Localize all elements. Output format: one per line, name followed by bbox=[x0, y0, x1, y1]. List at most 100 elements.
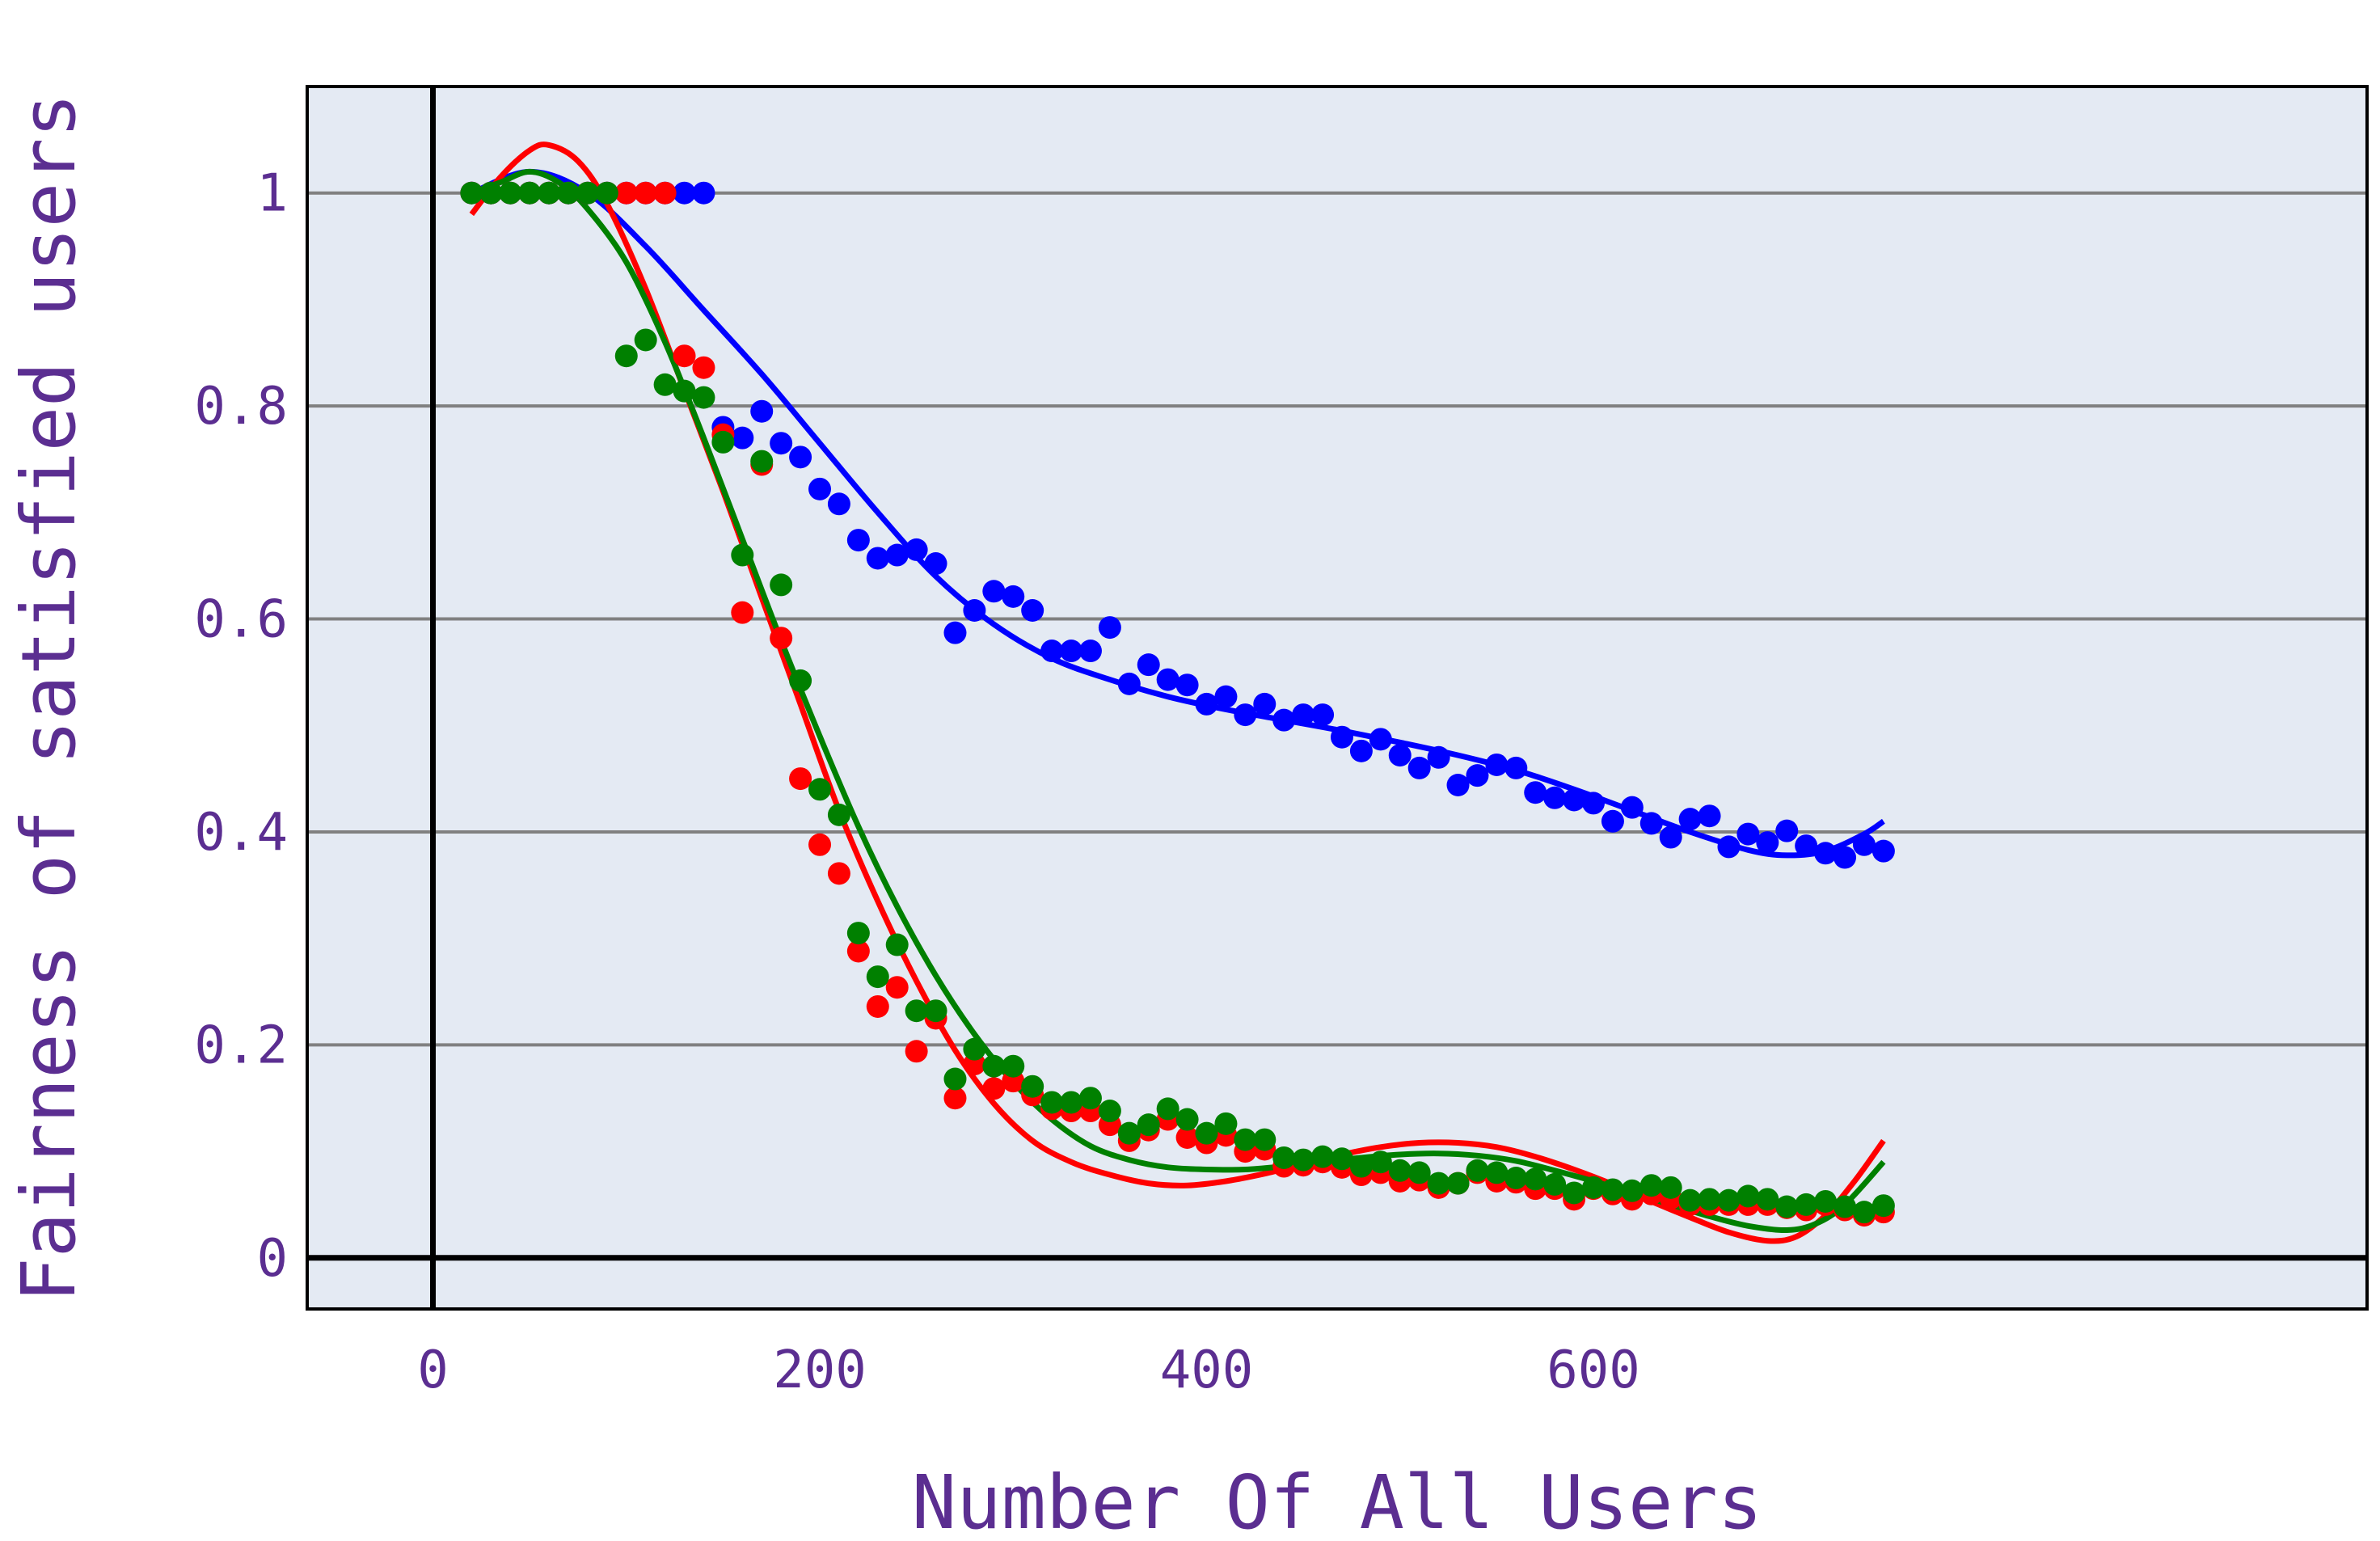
data-point-series-2 bbox=[1620, 1179, 1644, 1202]
data-point-series-1 bbox=[634, 181, 657, 205]
data-point-series-2 bbox=[789, 669, 812, 692]
data-point-series-0 bbox=[1504, 756, 1528, 779]
fit-curve-0 bbox=[471, 168, 1885, 859]
data-point-series-2 bbox=[1137, 1113, 1160, 1137]
data-point-series-2 bbox=[943, 1067, 967, 1091]
data-point-series-0 bbox=[1369, 728, 1392, 751]
data-point-series-0 bbox=[963, 599, 986, 622]
y-tick-labels: 0 0.2 0.4 0.6 0.8 1 bbox=[194, 164, 288, 1289]
data-point-series-2 bbox=[1485, 1161, 1509, 1184]
data-point-series-1 bbox=[673, 344, 696, 368]
data-point-series-2 bbox=[1117, 1121, 1141, 1145]
data-point-series-0 bbox=[1427, 745, 1450, 769]
data-point-series-0 bbox=[1582, 792, 1606, 815]
data-point-series-0 bbox=[1175, 673, 1199, 697]
data-point-series-0 bbox=[1620, 796, 1644, 819]
data-point-series-0 bbox=[1272, 708, 1296, 732]
data-point-series-0 bbox=[1349, 739, 1373, 762]
data-point-series-2 bbox=[1349, 1155, 1373, 1178]
x-tick-labels: 0 200 400 600 bbox=[417, 1340, 1640, 1400]
data-point-series-1 bbox=[770, 627, 793, 650]
data-point-series-2 bbox=[460, 181, 483, 205]
data-point-series-2 bbox=[1002, 1054, 1025, 1078]
data-point-series-0 bbox=[1002, 585, 1025, 608]
data-point-series-0 bbox=[846, 529, 870, 552]
data-point-series-0 bbox=[905, 538, 928, 561]
data-point-series-0 bbox=[1659, 825, 1682, 849]
x-tick-label: 200 bbox=[773, 1340, 867, 1400]
data-point-series-1 bbox=[692, 356, 715, 379]
data-point-series-2 bbox=[1872, 1194, 1895, 1218]
data-point-series-1 bbox=[614, 181, 638, 205]
data-point-series-0 bbox=[1524, 781, 1547, 804]
data-point-series-2 bbox=[808, 778, 832, 801]
x-axis-title: Number Of All Users bbox=[912, 1459, 1762, 1541]
data-point-series-2 bbox=[1659, 1176, 1682, 1199]
data-point-series-2 bbox=[1601, 1178, 1624, 1201]
data-point-series-2 bbox=[1040, 1091, 1064, 1114]
data-point-series-0 bbox=[1639, 812, 1663, 835]
y-tick-label: 0 bbox=[256, 1229, 288, 1289]
data-point-series-2 bbox=[518, 181, 542, 205]
data-point-series-0 bbox=[750, 399, 774, 423]
data-point-series-1 bbox=[905, 1040, 928, 1063]
data-point-series-2 bbox=[576, 181, 599, 205]
plot-frame bbox=[306, 85, 2369, 1311]
data-point-series-2 bbox=[1021, 1074, 1044, 1098]
data-point-series-0 bbox=[1736, 822, 1760, 846]
data-point-series-1 bbox=[1175, 1125, 1199, 1149]
data-point-series-2 bbox=[750, 450, 774, 473]
data-point-series-2 bbox=[1388, 1159, 1412, 1182]
data-point-series-1 bbox=[731, 601, 754, 624]
data-point-series-1 bbox=[982, 1077, 1006, 1100]
data-point-series-2 bbox=[1427, 1172, 1450, 1195]
data-point-series-0 bbox=[1563, 788, 1586, 812]
y-axis-title: Fairness of satisfied users bbox=[6, 93, 92, 1302]
data-point-series-0 bbox=[1292, 703, 1315, 727]
data-point-series-2 bbox=[1156, 1097, 1179, 1121]
data-point-series-2 bbox=[885, 933, 909, 956]
data-point-series-2 bbox=[556, 181, 580, 205]
data-point-series-0 bbox=[1872, 839, 1895, 863]
data-point-series-2 bbox=[1446, 1172, 1470, 1195]
data-point-series-0 bbox=[1195, 692, 1218, 716]
data-point-series-2 bbox=[711, 430, 735, 454]
data-point-series-2 bbox=[1214, 1112, 1238, 1135]
data-point-series-2 bbox=[1756, 1188, 1779, 1211]
data-point-series-2 bbox=[692, 386, 715, 409]
data-point-series-2 bbox=[1466, 1159, 1489, 1182]
data-point-series-0 bbox=[1543, 786, 1567, 809]
data-point-series-2 bbox=[1852, 1201, 1876, 1224]
data-point-series-2 bbox=[1253, 1128, 1277, 1151]
data-point-series-2 bbox=[963, 1037, 986, 1061]
y-tick-label: 0.6 bbox=[194, 590, 288, 650]
data-point-series-0 bbox=[692, 181, 715, 205]
data-point-series-0 bbox=[924, 552, 947, 576]
data-point-series-0 bbox=[1717, 835, 1741, 859]
data-point-series-0 bbox=[731, 426, 754, 450]
data-point-series-2 bbox=[846, 922, 870, 945]
data-point-series-2 bbox=[1060, 1091, 1083, 1114]
data-point-series-1 bbox=[653, 181, 677, 205]
data-point-series-2 bbox=[827, 803, 850, 826]
data-point-series-0 bbox=[1852, 833, 1876, 856]
data-point-series-2 bbox=[1272, 1146, 1296, 1169]
data-point-series-0 bbox=[1601, 809, 1624, 833]
data-point-series-2 bbox=[1078, 1087, 1102, 1110]
y-tick-label: 0.8 bbox=[194, 377, 288, 437]
data-point-series-2 bbox=[982, 1054, 1006, 1078]
data-point-series-1 bbox=[808, 833, 832, 856]
data-point-series-0 bbox=[1021, 599, 1044, 622]
data-point-series-0 bbox=[1388, 744, 1412, 767]
data-point-series-0 bbox=[1137, 653, 1160, 677]
data-point-series-2 bbox=[1736, 1184, 1760, 1208]
data-point-series-2 bbox=[634, 328, 657, 352]
data-point-series-2 bbox=[924, 999, 947, 1023]
data-point-series-0 bbox=[1446, 774, 1470, 796]
data-point-series-0 bbox=[1698, 804, 1721, 828]
data-point-series-2 bbox=[538, 181, 561, 205]
data-point-series-2 bbox=[1175, 1108, 1199, 1131]
data-point-series-1 bbox=[846, 939, 870, 963]
data-point-series-2 bbox=[499, 181, 522, 205]
data-point-series-1 bbox=[866, 994, 889, 1018]
